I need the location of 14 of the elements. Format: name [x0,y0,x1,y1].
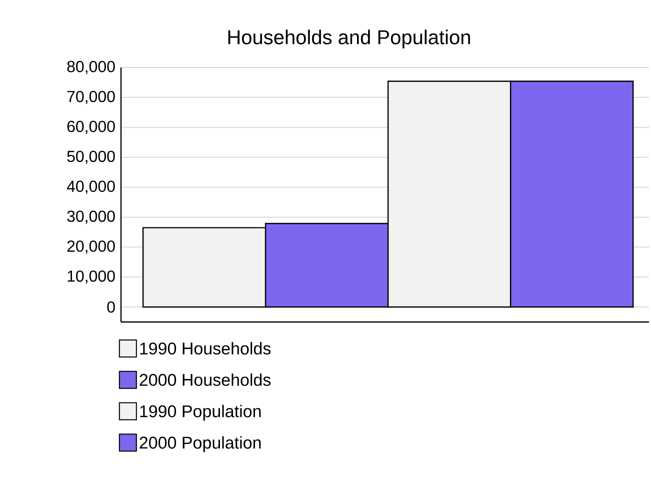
y-tick-label: 50,000 [67,150,115,164]
y-tick-label: 10,000 [68,270,115,284]
y-tick-label: 60,000 [67,120,115,134]
y-tick-label: 40,000 [66,180,115,194]
legend-label: 2000 Households [140,373,271,386]
y-tick-label: 20,000 [67,240,115,254]
y-tick-label: 0 [107,301,115,313]
legend-label: 1990 Population [140,404,261,421]
chart-title: Households and Population [228,30,470,48]
y-tick-label: 70,000 [67,90,115,104]
legend-label: 2000 Population [140,436,261,452]
y-tick-label: 30,000 [67,210,115,224]
y-tick-label: 80,000 [67,60,115,74]
legend-label: 1990 Households [140,342,271,355]
